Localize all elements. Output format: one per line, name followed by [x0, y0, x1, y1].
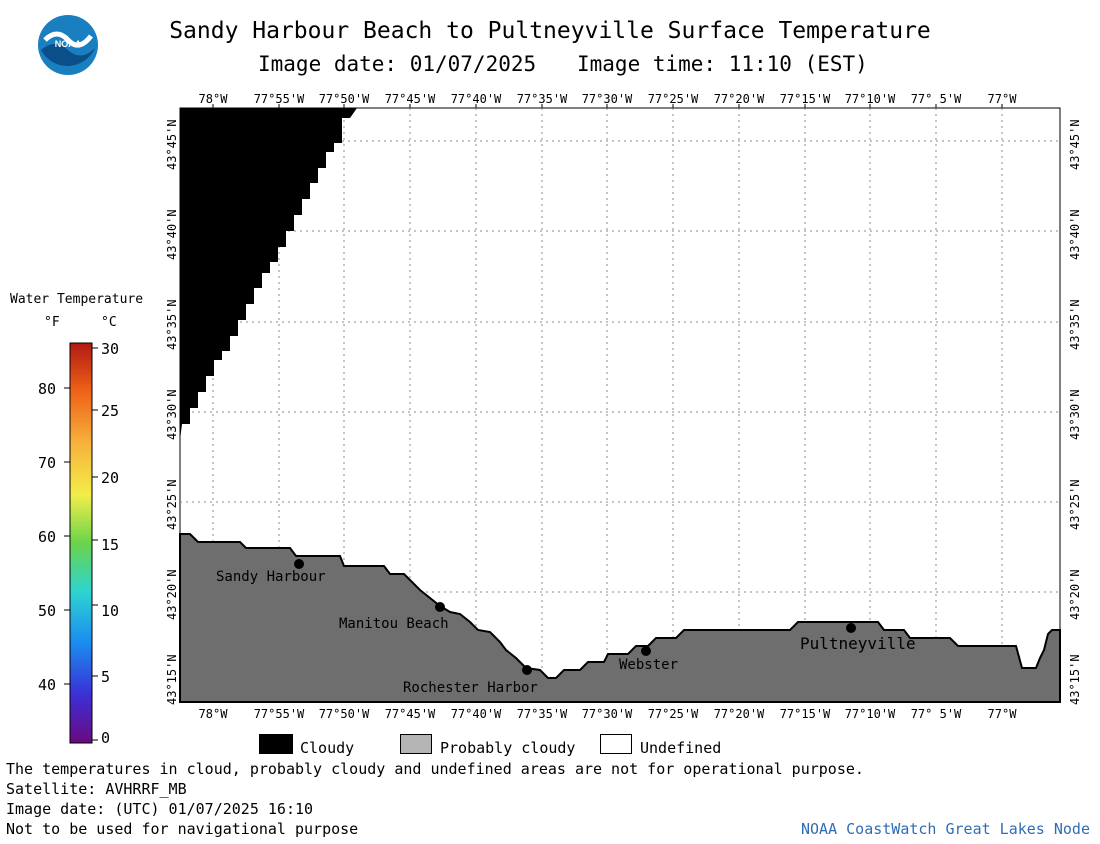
lat-label-left: 43°40'N	[165, 209, 179, 260]
legend-swatch-cloudy	[259, 734, 293, 754]
lat-label-right: 43°30'N	[1068, 389, 1082, 440]
legend-title: Water Temperature	[10, 292, 144, 307]
lon-label-bottom: 77°15'W	[779, 707, 831, 721]
land-region	[179, 533, 1061, 703]
lon-label-top: 77°15'W	[779, 92, 831, 106]
lon-label-bottom: 77°45'W	[384, 707, 436, 721]
lon-label-top: 77° 5'W	[910, 92, 962, 106]
lon-label-bottom: 77°25'W	[647, 707, 699, 721]
unit-fahrenheit: °F	[44, 315, 60, 330]
webster-marker	[641, 646, 651, 656]
celsius-tick: 30	[101, 340, 120, 358]
rochester-harbor-marker	[522, 665, 532, 675]
legend-swatch-undefined	[600, 734, 632, 754]
disclaimer-text: The temperatures in cloud, probably clou…	[6, 760, 864, 778]
logo-text: NOAA	[55, 39, 82, 49]
place-label: Sandy Harbour	[216, 569, 326, 585]
satellite-text: Satellite: AVHRRF_MB	[6, 780, 187, 798]
lon-label-bottom: 77°10'W	[844, 707, 896, 721]
lat-label-left: 43°25'N	[165, 479, 179, 530]
celsius-tick: 20	[101, 469, 120, 487]
fahrenheit-tick: 60	[38, 528, 57, 546]
utc-date-text: Image date: (UTC) 01/07/2025 16:10	[6, 800, 314, 818]
celsius-tick: 10	[101, 602, 120, 620]
lon-label-top: 77°25'W	[647, 92, 699, 106]
fahrenheit-tick: 40	[38, 676, 57, 694]
noaa-logo: NOAA	[37, 14, 99, 76]
lon-label-bottom: 77° 5'W	[910, 707, 962, 721]
lon-label-bottom: 77°35'W	[516, 707, 568, 721]
credit-text: NOAA CoastWatch Great Lakes Node	[801, 820, 1090, 838]
place-label: Rochester Harbor	[403, 680, 538, 696]
celsius-tick: 0	[101, 729, 111, 747]
image-time: Image time: 11:10 (EST)	[577, 52, 868, 76]
legend-label-probably-cloudy: Probably cloudy	[440, 739, 576, 757]
lon-label-top: 77°30'W	[581, 92, 633, 106]
legend-label-cloudy: Cloudy	[300, 739, 355, 757]
lat-label-left: 43°15'N	[165, 654, 179, 705]
lon-label-top: 78°W	[198, 92, 228, 106]
celsius-tick: 5	[101, 668, 111, 686]
lon-label-bottom: 77°20'W	[713, 707, 765, 721]
place-label: Pultneyville	[800, 634, 916, 653]
lat-label-right: 43°40'N	[1068, 209, 1082, 260]
celsius-tick: 25	[101, 402, 120, 420]
legend-label-undefined: Undefined	[640, 739, 722, 757]
cloud-region	[180, 108, 357, 440]
subtitle: Image date: 01/07/2025 Image time: 11:10…	[0, 52, 1100, 76]
lon-label-bottom: 77°50'W	[318, 707, 370, 721]
legend-swatch-probably-cloudy	[400, 734, 432, 754]
unit-celsius: °C	[101, 315, 117, 330]
lon-label-top: 77°50'W	[318, 92, 370, 106]
lat-label-right: 43°25'N	[1068, 479, 1082, 530]
lon-label-bottom: 77°30'W	[581, 707, 633, 721]
color-scale	[64, 342, 98, 744]
lon-label-top: 77°W	[987, 92, 1017, 106]
celsius-tick: 15	[101, 536, 120, 554]
lon-label-bottom: 78°W	[198, 707, 228, 721]
sandy-harbour-marker	[294, 559, 304, 569]
lat-label-left: 43°35'N	[165, 299, 179, 350]
lat-label-left: 43°30'N	[165, 389, 179, 440]
manitou-beach-marker	[435, 602, 445, 612]
fahrenheit-tick: 70	[38, 454, 57, 472]
lat-label-left: 43°20'N	[165, 569, 179, 620]
page-title: Sandy Harbour Beach to Pultneyville Surf…	[169, 18, 931, 44]
navigation-warning: Not to be used for navigational purpose	[6, 820, 359, 838]
pultneyville-marker	[846, 623, 856, 633]
place-label: Manitou Beach	[339, 616, 449, 632]
lon-label-bottom: 77°40'W	[450, 707, 502, 721]
lat-label-right: 43°20'N	[1068, 569, 1082, 620]
lat-label-right: 43°15'N	[1068, 654, 1082, 705]
lon-label-top: 77°20'W	[713, 92, 765, 106]
lat-label-right: 43°45'N	[1068, 119, 1082, 170]
lon-label-top: 77°10'W	[844, 92, 896, 106]
fahrenheit-tick: 50	[38, 602, 57, 620]
fahrenheit-tick: 80	[38, 380, 57, 398]
lon-label-bottom: 77°55'W	[253, 707, 305, 721]
place-label: Webster	[619, 657, 679, 673]
lon-label-bottom: 77°W	[987, 707, 1017, 721]
lon-label-top: 77°55'W	[253, 92, 305, 106]
lat-label-right: 43°35'N	[1068, 299, 1082, 350]
lon-label-top: 77°35'W	[516, 92, 568, 106]
lon-label-top: 77°40'W	[450, 92, 502, 106]
lon-label-top: 77°45'W	[384, 92, 436, 106]
image-date: Image date: 01/07/2025	[258, 52, 537, 76]
lat-label-left: 43°45'N	[165, 119, 179, 170]
